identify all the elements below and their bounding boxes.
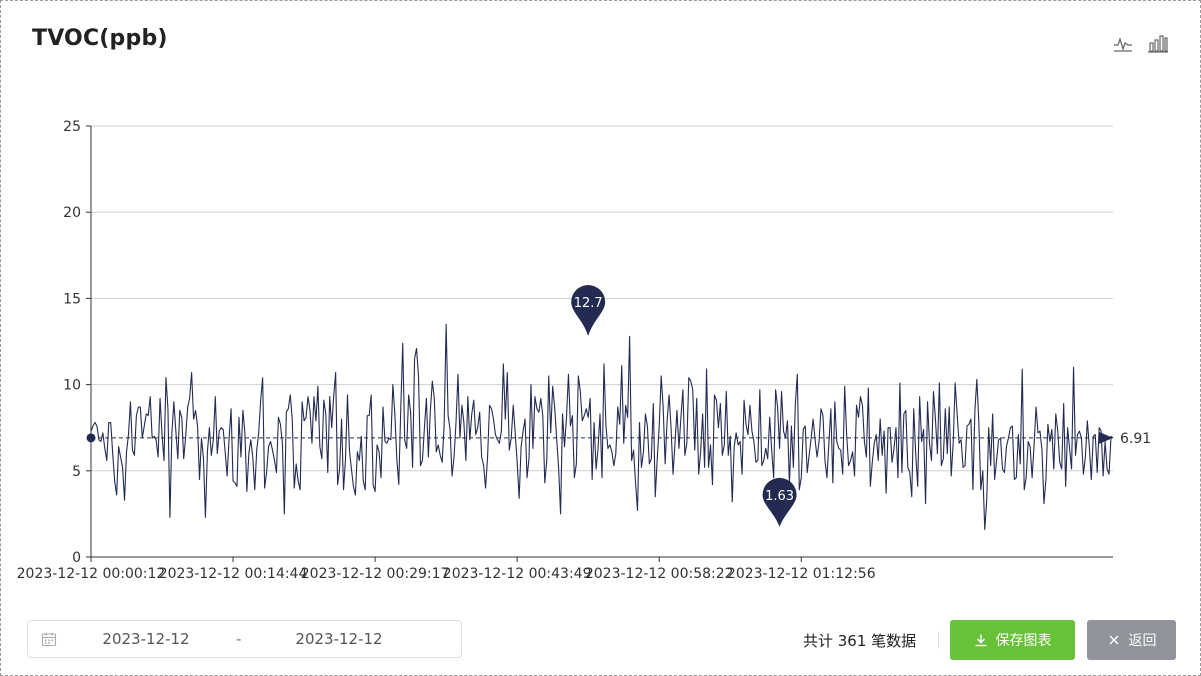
bar-chart-icon-glyph: [1148, 35, 1168, 53]
save-chart-label: 保存图表: [995, 633, 1052, 649]
tvoc-series-line: [90, 323, 1114, 530]
count-divider: [938, 631, 939, 649]
chart-title: TVOC(ppb): [32, 26, 168, 51]
back-label: 返回: [1128, 633, 1157, 649]
average-line-start-dot: [86, 433, 96, 443]
x-tick-label: 2023-12-12 01:12:56: [727, 566, 876, 582]
x-tick-label: 2023-12-12 00:14:44: [159, 566, 308, 582]
y-tick-label: 0: [72, 550, 81, 566]
y-tick-label: 25: [63, 119, 81, 135]
calendar-icon: [41, 632, 57, 647]
y-tick-label: 20: [63, 205, 81, 221]
x-tick-label: 2023-12-12 00:00:12: [17, 566, 166, 582]
date-range-picker[interactable]: 2023-12-12 - 2023-12-12: [27, 620, 462, 658]
download-icon: [975, 634, 986, 647]
bar-chart-icon[interactable]: [1147, 32, 1169, 54]
average-line-arrow: [1099, 431, 1113, 444]
average-value-label: 6.91: [1120, 431, 1151, 447]
end-date-input[interactable]: 2023-12-12: [295, 630, 383, 648]
close-icon: [1109, 635, 1118, 645]
min-point-label: 1.63: [765, 489, 794, 504]
x-tick-label: 2023-12-12 00:58:22: [585, 566, 734, 582]
chart-footer: 2023-12-12 - 2023-12-12 共计 361 笔数据 保存图表 …: [0, 600, 1201, 676]
line-chart-icon[interactable]: [1112, 32, 1134, 54]
line-chart-icon-glyph: [1114, 36, 1132, 52]
x-tick-label: 2023-12-12 00:43:49: [443, 566, 592, 582]
save-chart-button[interactable]: 保存图表: [950, 620, 1075, 660]
y-tick-label: 5: [72, 464, 81, 480]
max-point-label: 12.7: [574, 296, 603, 311]
x-tick-label: 2023-12-12 00:29:17: [301, 566, 450, 582]
date-range-separator: -: [236, 630, 242, 648]
min-point-pin: [762, 477, 797, 527]
record-count: 共计 361 笔数据: [803, 632, 917, 650]
y-tick-label: 10: [63, 378, 81, 394]
max-point-pin: [571, 285, 606, 337]
start-date-input[interactable]: 2023-12-12: [102, 630, 190, 648]
back-button[interactable]: 返回: [1087, 620, 1176, 660]
y-tick-label: 15: [63, 291, 81, 307]
